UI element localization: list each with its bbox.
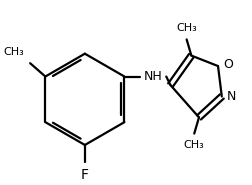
Text: CH₃: CH₃ xyxy=(183,140,204,150)
Text: N: N xyxy=(226,90,235,103)
Text: CH₃: CH₃ xyxy=(4,48,24,58)
Text: F: F xyxy=(81,168,88,182)
Text: O: O xyxy=(222,58,232,71)
Text: NH: NH xyxy=(143,70,162,83)
Text: CH₃: CH₃ xyxy=(176,23,196,33)
